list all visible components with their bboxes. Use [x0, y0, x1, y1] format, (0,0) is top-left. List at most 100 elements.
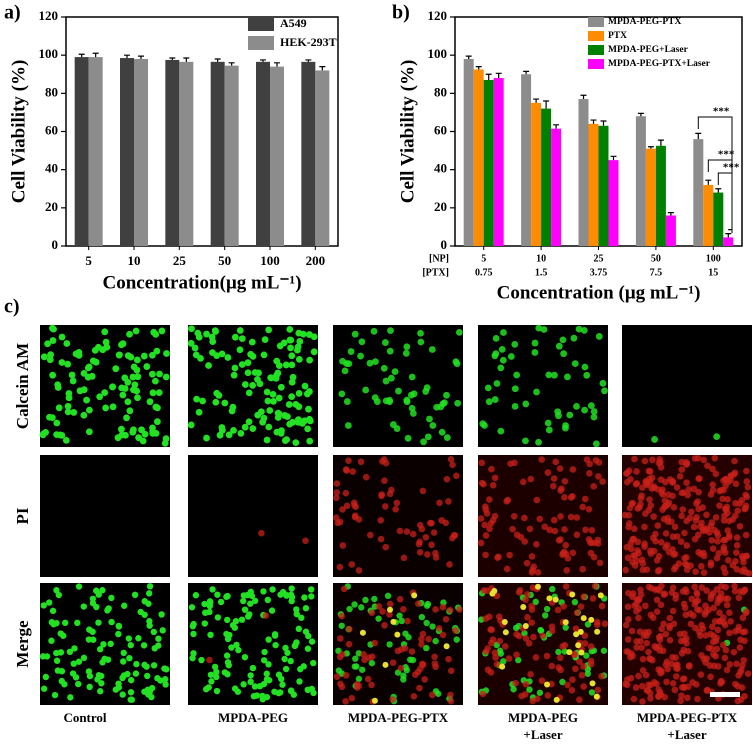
- cell: [683, 479, 690, 486]
- cell: [489, 636, 497, 644]
- cell: [599, 478, 606, 485]
- cell: [511, 340, 519, 348]
- cell: [447, 697, 455, 705]
- cell: [348, 561, 356, 568]
- cell: [715, 549, 723, 557]
- cell: [191, 344, 199, 352]
- cell: [480, 480, 487, 488]
- bar: [635, 116, 646, 246]
- cell: [493, 661, 501, 668]
- cell: [89, 357, 97, 365]
- error-bar: [485, 73, 492, 80]
- bar: [473, 69, 484, 247]
- cell: [233, 641, 240, 649]
- legend-swatch: [588, 59, 604, 69]
- error-bar: [274, 62, 280, 67]
- cell: [378, 492, 385, 500]
- cell: [334, 519, 342, 527]
- cell: [531, 339, 539, 347]
- cell: [214, 591, 221, 598]
- cell: [513, 630, 520, 638]
- cell: [89, 628, 96, 635]
- cell: [272, 641, 279, 649]
- cell: [225, 431, 233, 439]
- significance: ***: [723, 162, 740, 174]
- cell: [513, 371, 521, 379]
- cell: [716, 617, 724, 625]
- cell: [499, 663, 506, 670]
- cell: [152, 403, 160, 411]
- cell: [80, 603, 87, 610]
- cell: [155, 635, 162, 642]
- cell: [432, 554, 440, 561]
- cell: [414, 600, 422, 608]
- cell: [115, 684, 123, 691]
- cell: [456, 606, 463, 613]
- cell: [236, 346, 244, 354]
- cell: [622, 621, 630, 629]
- cell: [624, 554, 632, 562]
- cell: [658, 538, 665, 546]
- y-tick-label: 80: [434, 84, 447, 99]
- cell: [569, 493, 576, 500]
- cell: [84, 364, 92, 372]
- cell: [564, 554, 572, 562]
- cell: [209, 586, 216, 593]
- cell: [706, 662, 714, 669]
- cell: [576, 696, 583, 703]
- cell: [484, 384, 492, 392]
- cell: [629, 593, 636, 601]
- cell: [295, 355, 303, 363]
- cell: [287, 687, 295, 694]
- cell: [443, 391, 450, 399]
- cell: [477, 515, 485, 522]
- cell: [642, 510, 649, 518]
- cell: [265, 661, 272, 668]
- cell: [496, 637, 504, 645]
- cell: [482, 551, 489, 559]
- x-tick-label-2: 7.5: [650, 267, 663, 278]
- cell: [717, 486, 725, 494]
- cell: [635, 672, 642, 680]
- cell: [482, 532, 490, 539]
- cell: [551, 527, 559, 535]
- cell: [677, 697, 684, 705]
- cell: [127, 641, 134, 649]
- cell: [660, 620, 667, 628]
- cell: [721, 654, 729, 662]
- cell: [126, 330, 133, 338]
- cell: [149, 429, 157, 437]
- cell: [690, 485, 698, 493]
- cell: [661, 502, 669, 510]
- cell: [493, 380, 501, 387]
- cell: [235, 646, 242, 654]
- cell: [206, 598, 214, 605]
- cell: [416, 684, 423, 692]
- cell: [726, 609, 733, 617]
- cell: [308, 638, 316, 645]
- cell: [652, 537, 659, 545]
- cell: [199, 397, 206, 405]
- cell: [571, 360, 579, 368]
- x-axis-label: Concentration (μg mL⁻¹): [497, 282, 701, 303]
- cell: [351, 501, 358, 509]
- cell: [213, 389, 221, 397]
- cell: [532, 654, 540, 661]
- cell: [244, 359, 252, 367]
- cell: [88, 372, 96, 380]
- cell: [443, 434, 451, 442]
- cell: [709, 465, 716, 473]
- cell: [540, 326, 548, 333]
- cell: [479, 420, 487, 428]
- cell: [742, 552, 750, 560]
- cell: [238, 361, 246, 368]
- column-label: MPDA-PEG-PTX: [637, 710, 738, 725]
- cell: [332, 514, 340, 521]
- cell: [695, 505, 702, 513]
- cell: [128, 696, 136, 703]
- cell: [161, 439, 169, 447]
- cell: [628, 627, 636, 635]
- cell: [148, 693, 155, 701]
- cell: [740, 656, 748, 664]
- cell: [217, 598, 225, 606]
